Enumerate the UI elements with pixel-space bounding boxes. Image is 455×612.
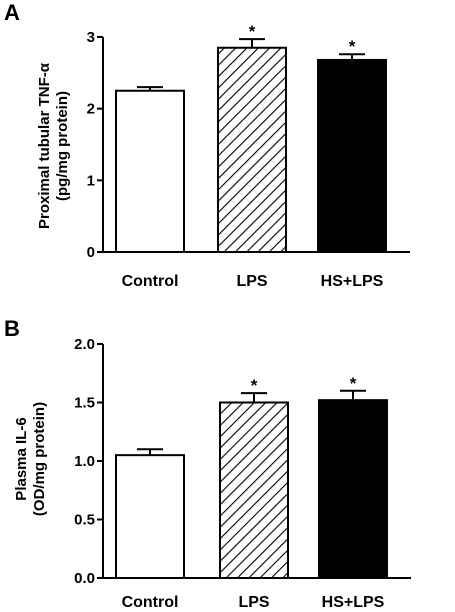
panel-a-y-tick-label: 3 bbox=[87, 29, 95, 46]
panel-a-category-label: LPS bbox=[236, 273, 267, 290]
panel-a-category-label: Control bbox=[122, 273, 179, 290]
panel-b-ylabel-line1: Plasma IL-6 bbox=[13, 417, 30, 500]
panel-a-ylabel-line2: (pg/mg protein) bbox=[54, 91, 71, 201]
panel-a-y-tick-label: 0 bbox=[87, 244, 95, 261]
panel-a-ylabel-line1: Proximal tubular TNF-α bbox=[36, 62, 53, 229]
panel-b-category-labels: Control LPS HS+LPS bbox=[122, 594, 385, 611]
panel-b-significance-marker: * bbox=[251, 376, 258, 395]
panel-b-y-tick-label: 2.0 bbox=[74, 336, 95, 353]
panel-a-category-label: HS+LPS bbox=[321, 273, 384, 290]
panel-b-y-tick-label: 1.0 bbox=[74, 453, 95, 470]
panel-b-bar-lps bbox=[219, 401, 289, 579]
panel-b-bar-hs-lps bbox=[318, 399, 388, 579]
panel-b-significance-marker: * bbox=[350, 374, 357, 393]
panel-b-chart: B Plasma IL-6 (OD/mg protein) 0.0 0.5 1.0 1… bbox=[4, 316, 411, 611]
panel-b-category-label: HS+LPS bbox=[322, 594, 385, 611]
panel-b-y-tick-label: 0.5 bbox=[74, 512, 95, 529]
panel-a-bars: ** bbox=[115, 22, 387, 253]
panel-b-category-label: LPS bbox=[238, 594, 269, 611]
panel-a-y-tick-label: 2 bbox=[87, 101, 95, 118]
panel-a-y-tick-label: 1 bbox=[87, 172, 95, 189]
panel-a-bar-control bbox=[115, 89, 185, 253]
panel-b-y-tick-label: 1.5 bbox=[74, 395, 95, 412]
panel-a-y-ticks: 0 1 2 3 bbox=[87, 29, 103, 261]
panel-b-bar-control bbox=[115, 454, 185, 579]
panel-a-significance-marker: * bbox=[349, 37, 356, 56]
panel-a-bar-lps bbox=[217, 46, 287, 253]
panel-b-ylabel-line2: (OD/mg protein) bbox=[31, 402, 48, 516]
panel-b-bars: * * bbox=[115, 374, 388, 579]
panel-a-chart: A Proximal tubular TNF-α (pg/mg protein)… bbox=[4, 0, 410, 290]
panel-b-y-tick-label: 0.0 bbox=[74, 570, 95, 587]
panel-b-letter: B bbox=[4, 316, 20, 341]
panel-a-bar-hs-lps bbox=[317, 58, 387, 253]
panel-b-y-ticks: 0.0 0.5 1.0 1.5 2.0 bbox=[74, 336, 103, 587]
panel-a-letter: A bbox=[4, 0, 20, 25]
panel-a-significance-marker: * bbox=[249, 22, 256, 41]
panel-b-category-label: Control bbox=[122, 594, 179, 611]
panel-a-category-labels: Control LPS HS+LPS bbox=[122, 273, 384, 290]
